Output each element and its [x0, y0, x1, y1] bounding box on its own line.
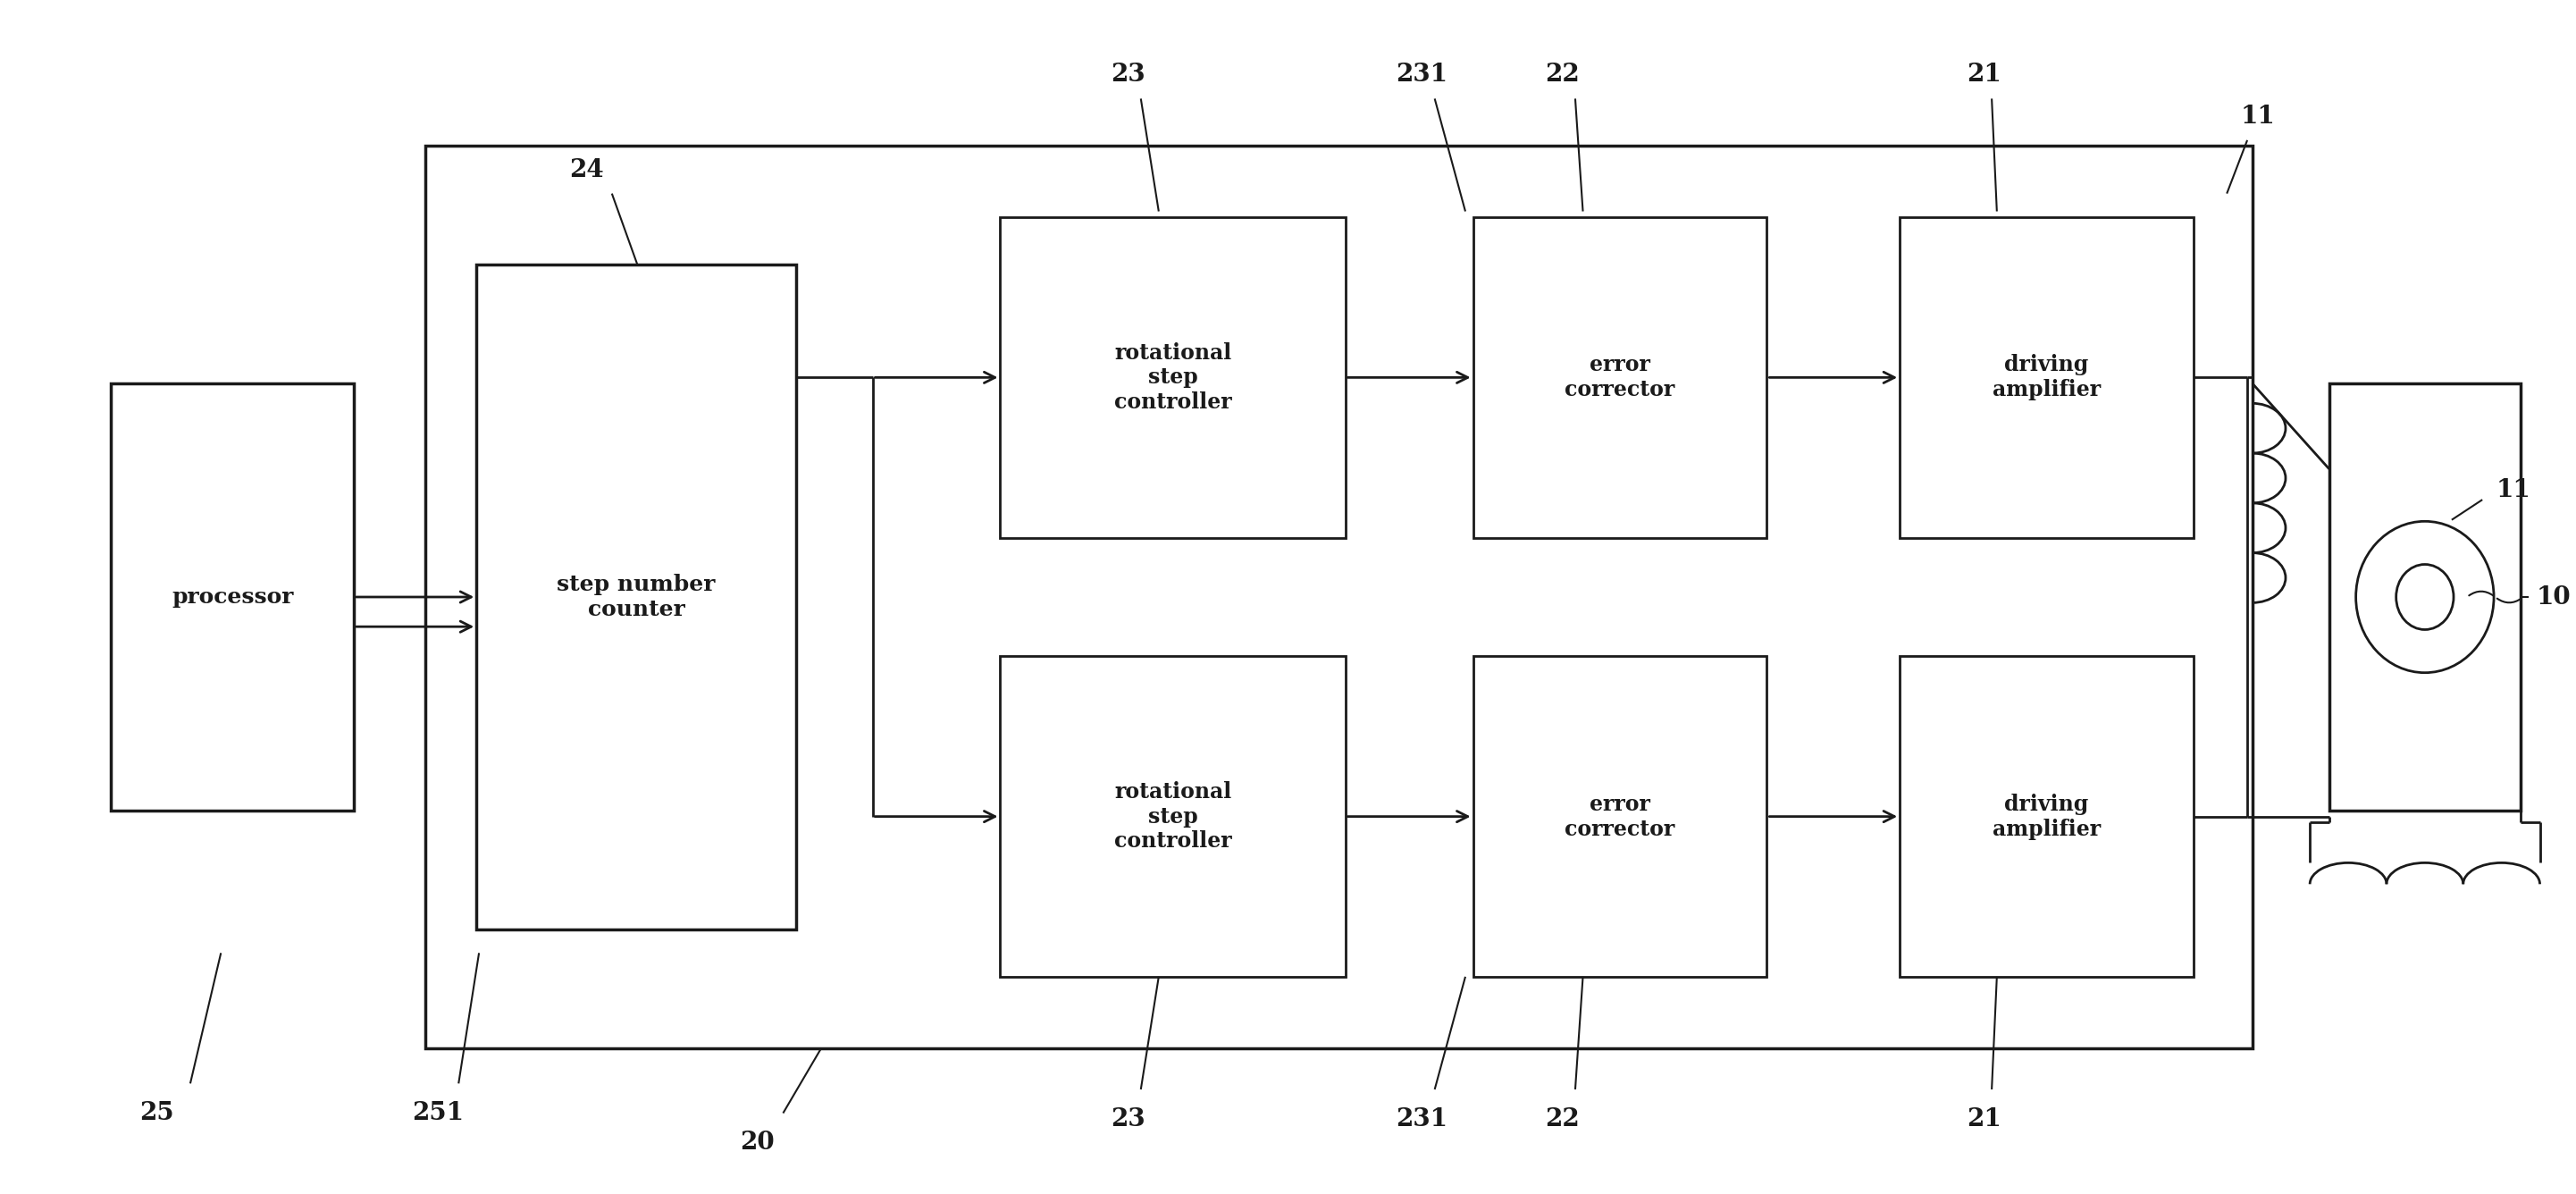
- Bar: [1473, 657, 1767, 977]
- Text: 21: 21: [1965, 63, 2002, 87]
- Ellipse shape: [2357, 522, 2494, 672]
- Bar: [999, 217, 1345, 537]
- Text: processor: processor: [173, 586, 294, 608]
- Text: 22: 22: [1546, 1107, 1579, 1131]
- Bar: [477, 265, 796, 929]
- Text: driving
amplifier: driving amplifier: [1994, 793, 2102, 839]
- Text: driving
amplifier: driving amplifier: [1994, 355, 2102, 401]
- Text: 22: 22: [1546, 63, 1579, 87]
- Bar: [1899, 217, 2195, 537]
- Text: step number
counter: step number counter: [556, 574, 716, 620]
- Text: rotational
step
controller: rotational step controller: [1113, 781, 1231, 853]
- Text: 231: 231: [1396, 1107, 1448, 1131]
- Text: 24: 24: [569, 158, 603, 181]
- Text: error
corrector: error corrector: [1564, 355, 1674, 401]
- Text: 11: 11: [2496, 478, 2530, 503]
- Text: rotational
step
controller: rotational step controller: [1113, 341, 1231, 413]
- Text: 231: 231: [1396, 63, 1448, 87]
- Text: 23: 23: [1110, 63, 1146, 87]
- Text: 11: 11: [2241, 104, 2275, 129]
- Text: 251: 251: [412, 1101, 464, 1125]
- Text: 20: 20: [739, 1131, 775, 1155]
- Bar: [1473, 217, 1767, 537]
- Text: 25: 25: [139, 1101, 175, 1125]
- Text: error
corrector: error corrector: [1564, 793, 1674, 839]
- Text: 23: 23: [1110, 1107, 1146, 1131]
- Bar: [999, 657, 1345, 977]
- Bar: [111, 383, 353, 811]
- Bar: [2329, 383, 2522, 811]
- Text: 21: 21: [1965, 1107, 2002, 1131]
- Bar: [425, 146, 2251, 1048]
- Bar: [1899, 657, 2195, 977]
- Text: 10: 10: [2537, 585, 2571, 609]
- Ellipse shape: [2396, 565, 2452, 629]
